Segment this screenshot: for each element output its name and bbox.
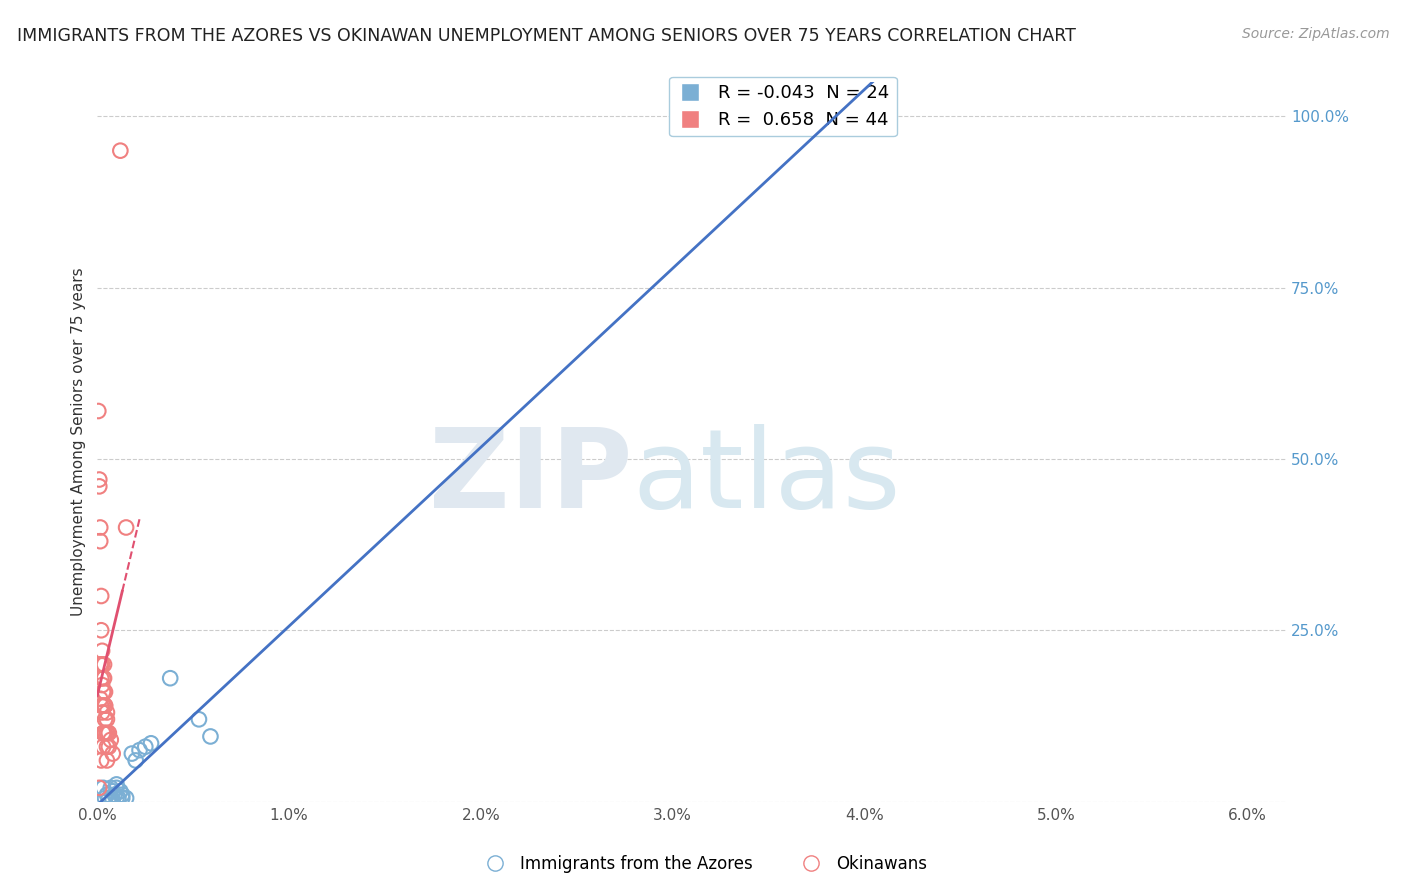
Point — [105, 791, 128, 805]
Point — [96, 788, 118, 802]
Point — [91, 657, 114, 672]
Point — [90, 698, 112, 713]
Point — [107, 791, 129, 805]
Point — [89, 479, 111, 493]
Point — [91, 706, 114, 720]
Point — [94, 726, 117, 740]
Point — [101, 792, 124, 806]
Point — [110, 784, 132, 798]
Point — [93, 671, 115, 685]
Point — [200, 730, 222, 744]
Y-axis label: Unemployment Among Seniors over 75 years: Unemployment Among Seniors over 75 years — [72, 268, 86, 616]
Point — [101, 784, 124, 798]
Point — [104, 788, 127, 802]
Point — [91, 698, 114, 713]
Legend: Immigrants from the Azores, Okinawans: Immigrants from the Azores, Okinawans — [472, 848, 934, 880]
Point — [96, 739, 118, 754]
Point — [101, 747, 124, 761]
Point — [97, 726, 120, 740]
Point — [188, 712, 211, 726]
Point — [96, 726, 118, 740]
Point — [91, 671, 114, 685]
Point — [159, 671, 181, 685]
Point — [94, 698, 117, 713]
Text: atlas: atlas — [633, 425, 901, 532]
Point — [93, 657, 115, 672]
Point — [90, 671, 112, 685]
Point — [90, 589, 112, 603]
Point — [139, 736, 162, 750]
Point — [89, 520, 111, 534]
Point — [93, 685, 115, 699]
Point — [91, 644, 114, 658]
Point — [94, 685, 117, 699]
Point — [96, 726, 118, 740]
Point — [91, 678, 114, 692]
Point — [96, 753, 118, 767]
Point — [91, 739, 114, 754]
Point — [128, 743, 150, 757]
Point — [89, 657, 111, 672]
Point — [94, 712, 117, 726]
Point — [121, 747, 143, 761]
Point — [94, 698, 117, 713]
Text: IMMIGRANTS FROM THE AZORES VS OKINAWAN UNEMPLOYMENT AMONG SENIORS OVER 75 YEARS : IMMIGRANTS FROM THE AZORES VS OKINAWAN U… — [17, 27, 1076, 45]
Point — [134, 739, 156, 754]
Text: Source: ZipAtlas.com: Source: ZipAtlas.com — [1241, 27, 1389, 41]
Point — [93, 726, 115, 740]
Point — [115, 791, 138, 805]
Point — [89, 780, 111, 795]
Point — [97, 791, 120, 805]
Point — [105, 780, 128, 795]
Point — [90, 753, 112, 767]
Point — [91, 685, 114, 699]
Point — [96, 706, 118, 720]
Point — [111, 788, 134, 802]
Point — [89, 534, 111, 549]
Point — [100, 780, 122, 795]
Point — [110, 144, 132, 158]
Point — [91, 780, 114, 795]
Point — [100, 732, 122, 747]
Point — [111, 791, 134, 805]
Point — [96, 712, 118, 726]
Point — [115, 520, 138, 534]
Point — [89, 691, 111, 706]
Point — [87, 404, 110, 418]
Point — [90, 657, 112, 672]
Legend: R = -0.043  N = 24, R =  0.658  N = 44: R = -0.043 N = 24, R = 0.658 N = 44 — [669, 77, 897, 136]
Point — [90, 624, 112, 638]
Point — [89, 473, 111, 487]
Point — [125, 753, 148, 767]
Point — [94, 791, 117, 805]
Point — [105, 777, 128, 791]
Text: ZIP: ZIP — [429, 425, 633, 532]
Point — [97, 739, 120, 754]
Point — [91, 726, 114, 740]
